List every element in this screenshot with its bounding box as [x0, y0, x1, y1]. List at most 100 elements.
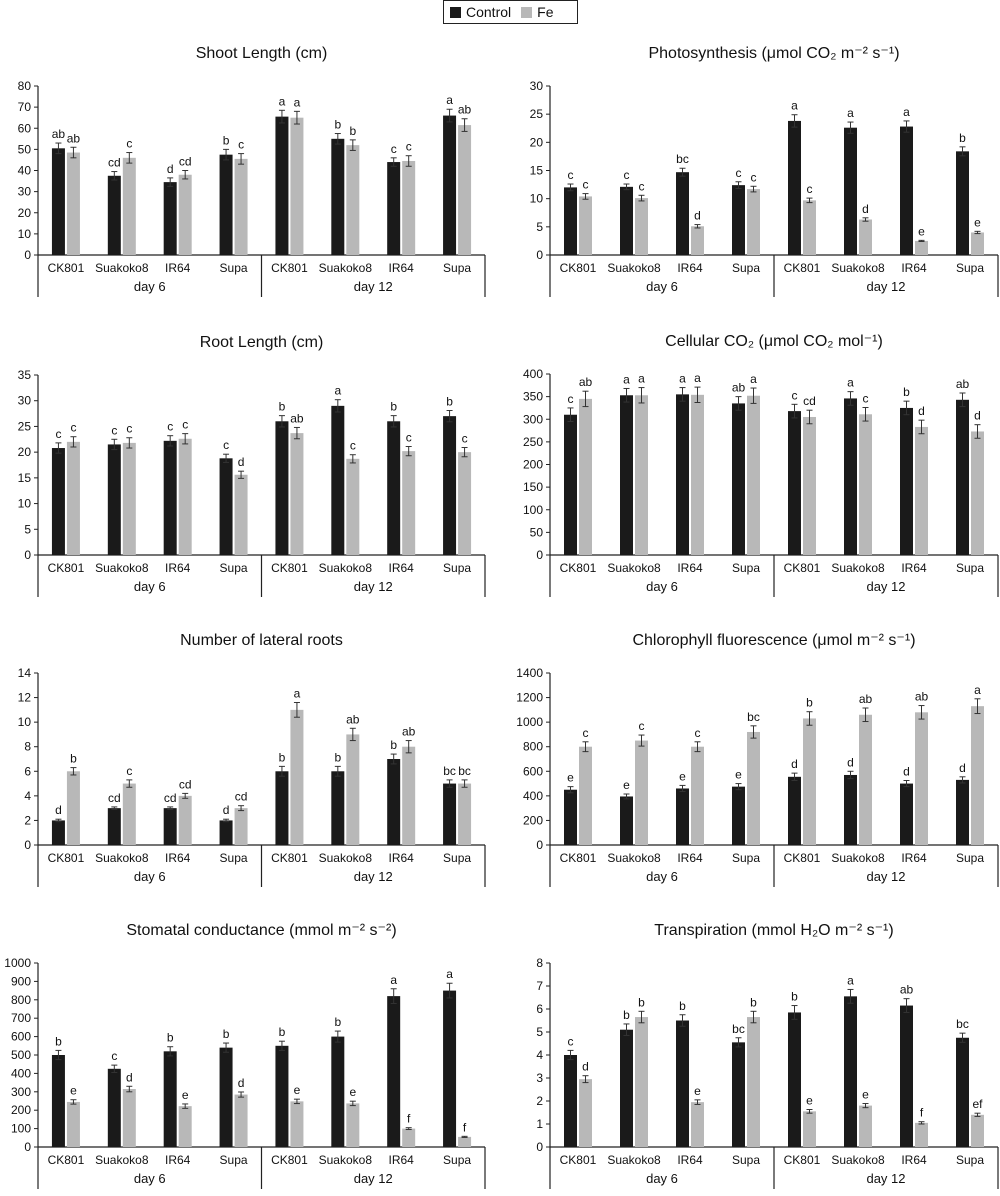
significance-label: d [918, 404, 925, 418]
y-tick-label: 600 [11, 1030, 31, 1044]
bar-control [900, 126, 913, 255]
chart-title: Root Length (cm) [200, 334, 324, 351]
bar-fe [859, 714, 872, 845]
group-label: day 6 [646, 869, 678, 884]
significance-label: ab [579, 375, 593, 389]
chart-title: Shoot Length (cm) [196, 45, 328, 62]
significance-label: a [294, 95, 301, 109]
y-tick-label: 300 [523, 412, 543, 426]
significance-label: e [974, 215, 981, 229]
category-label: Supa [220, 261, 248, 275]
category-label: Supa [956, 561, 984, 575]
bar-control [275, 116, 289, 255]
chart-title: Transpiration (mmol H₂O m⁻² s⁻¹) [654, 922, 893, 939]
significance-label: e [679, 769, 686, 783]
bar-control [788, 120, 801, 255]
bar-control [275, 421, 289, 555]
y-tick-label: 400 [523, 367, 543, 381]
legend-swatch-control [450, 6, 461, 18]
significance-label: d [694, 209, 701, 223]
significance-label: b [638, 995, 645, 1009]
y-tick-label: 250 [523, 435, 543, 449]
significance-label: ab [402, 725, 416, 739]
y-tick-label: 300 [11, 1085, 31, 1099]
bar-control [163, 182, 177, 255]
chart-panel-7: Stomatal conductance (mmol m⁻² s⁻²) 0 100 2… [4, 922, 486, 1189]
bar-control [620, 1029, 633, 1147]
y-tick-label: 8 [536, 956, 543, 970]
significance-label: c [391, 142, 397, 156]
significance-label: d [862, 202, 869, 216]
category-label: IR64 [389, 851, 415, 865]
significance-label: c [126, 422, 132, 436]
group-label: day 6 [646, 579, 678, 594]
bar-fe [691, 746, 704, 845]
bar-control [107, 444, 121, 555]
category-label: IR64 [677, 561, 703, 575]
group-label: day 12 [866, 279, 905, 294]
bar-control [732, 185, 745, 255]
significance-label: c [624, 168, 630, 182]
chart-title: Cellular CO₂ (μmol CO₂ mol⁻¹) [665, 333, 883, 350]
bar-fe [66, 1101, 80, 1147]
bar-fe [971, 706, 984, 845]
y-tick-label: 50 [530, 525, 544, 539]
significance-label: a [847, 973, 854, 987]
chart-panel-5: Number of lateral roots 0 2 4 6 8 10 12 14 day 6 d… [18, 632, 486, 887]
category-label: Suakoko8 [319, 1153, 373, 1167]
significance-label: c [111, 423, 117, 437]
significance-label: c [126, 764, 132, 778]
category-label: CK801 [271, 261, 308, 275]
significance-label: c [639, 179, 645, 193]
bar-fe [458, 783, 472, 845]
y-tick-label: 900 [11, 974, 31, 988]
significance-label: c [223, 438, 229, 452]
category-label: Suakoko8 [607, 1153, 661, 1167]
legend: Control Fe [443, 0, 578, 24]
category-label: Supa [220, 851, 248, 865]
y-tick-label: 800 [11, 993, 31, 1007]
category-label: Suakoko8 [831, 561, 885, 575]
y-tick-label: 100 [11, 1122, 31, 1136]
category-label: Suakoko8 [95, 851, 149, 865]
category-label: CK801 [48, 561, 85, 575]
category-label: IR64 [389, 561, 415, 575]
bar-control [900, 1005, 913, 1147]
category-label: CK801 [560, 561, 597, 575]
bar-fe [290, 1101, 304, 1147]
bar-control [788, 776, 801, 845]
y-tick-label: 400 [11, 1066, 31, 1080]
bar-control [331, 138, 345, 255]
bar-fe [803, 416, 816, 555]
category-label: CK801 [48, 1153, 85, 1167]
bar-control [51, 148, 65, 255]
y-tick-label: 5 [536, 1025, 543, 1039]
category-label: IR64 [389, 261, 415, 275]
chart-title: Photosynthesis (μmol CO₂ m⁻² s⁻¹) [648, 45, 899, 62]
significance-label: ab [956, 377, 970, 391]
category-label: CK801 [784, 1153, 821, 1167]
bar-fe [579, 1079, 592, 1147]
category-label: CK801 [48, 261, 85, 275]
bar-control [676, 394, 689, 555]
bar-fe [915, 1122, 928, 1147]
bar-control [732, 786, 745, 845]
bar-control [564, 187, 577, 255]
bar-control [219, 154, 233, 255]
bar-control [443, 783, 457, 845]
y-tick-label: 12 [18, 691, 32, 705]
group-label: day 12 [866, 869, 905, 884]
category-label: IR64 [901, 1153, 927, 1167]
bar-fe [747, 395, 760, 555]
category-label: IR64 [389, 1153, 415, 1167]
significance-label: b [55, 1034, 62, 1048]
bar-fe [859, 1105, 872, 1147]
significance-label: bc [443, 764, 456, 778]
significance-label: d [238, 1076, 245, 1090]
y-tick-label: 5 [536, 220, 543, 234]
category-label: Suakoko8 [831, 1153, 885, 1167]
bar-control [900, 783, 913, 845]
y-tick-label: 8 [24, 740, 31, 754]
significance-label: a [390, 973, 397, 987]
bar-fe [402, 160, 416, 255]
